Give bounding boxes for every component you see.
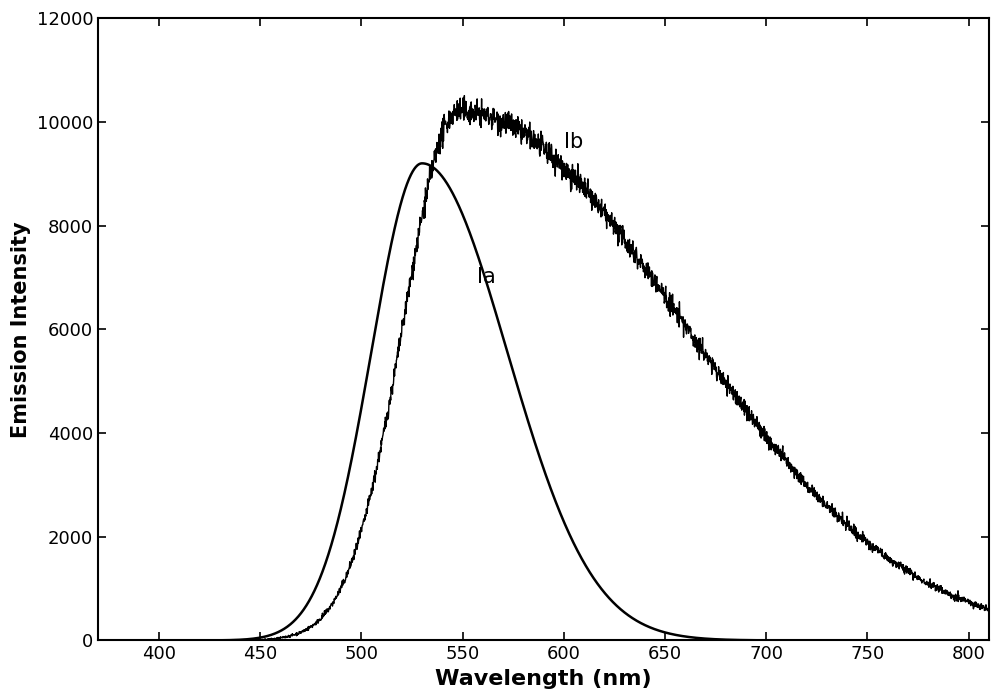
Text: Ia: Ia — [477, 267, 495, 286]
Text: Ib: Ib — [564, 132, 583, 152]
X-axis label: Wavelength (nm): Wavelength (nm) — [435, 669, 652, 689]
Y-axis label: Emission Intensity: Emission Intensity — [11, 221, 31, 438]
